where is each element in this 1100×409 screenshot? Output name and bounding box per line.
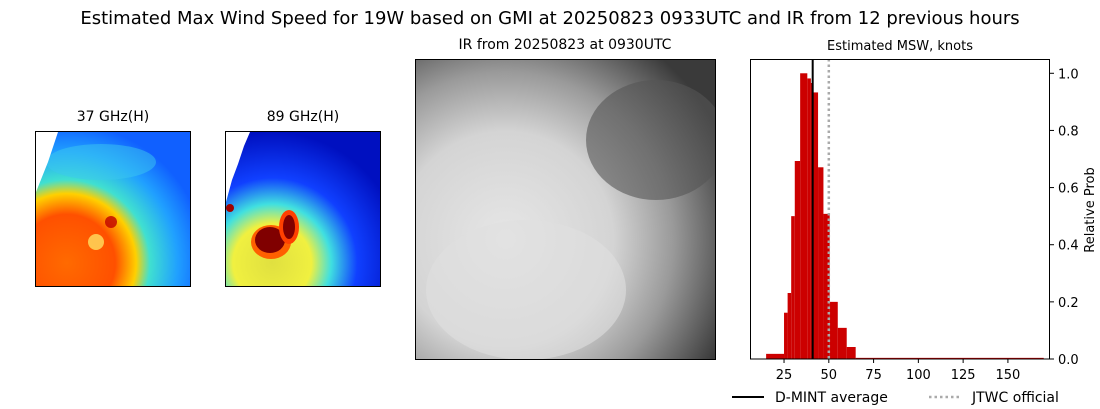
y-tick-label: 0.8: [1058, 124, 1079, 139]
x-tick-label: 150: [995, 368, 1020, 383]
figure-title: Estimated Max Wind Speed for 19W based o…: [80, 8, 1020, 29]
mw89-image: [225, 131, 381, 287]
histogram-bar: [812, 92, 819, 359]
y-tick-label: 1.0: [1058, 67, 1079, 82]
legend-jtwc-label: JTWC official: [971, 390, 1059, 406]
y-tick-label: 0.2: [1058, 296, 1079, 311]
mw89-title: 89 GHz(H): [266, 109, 340, 125]
mw37-image: [35, 131, 191, 287]
x-tick-label: 50: [821, 368, 838, 383]
histogram-bar: [784, 312, 788, 359]
histogram-bar: [855, 357, 1044, 359]
ir-image: [415, 59, 716, 360]
chart-title: Estimated MSW, knots: [827, 39, 973, 54]
y-axis-label: Relative Prob: [1083, 167, 1098, 252]
ir-title: IR from 20250823 at 0930UTC: [458, 37, 672, 53]
x-tick-label: 75: [865, 368, 882, 383]
histogram-bar: [837, 327, 847, 359]
histogram-bar: [791, 216, 795, 359]
histogram-bar: [794, 161, 801, 359]
x-tick-label: 125: [951, 368, 976, 383]
y-tick-label: 0.0: [1058, 353, 1079, 368]
x-tick-label: 25: [776, 368, 793, 383]
y-tick-label: 0.6: [1058, 182, 1079, 197]
legend: D-MINT average JTWC official: [732, 390, 1059, 406]
histogram-bar: [766, 353, 785, 359]
plot-frame: [750, 59, 1050, 360]
histogram-bar: [823, 213, 830, 359]
histogram-bar: [800, 73, 808, 360]
histogram-bar: [818, 167, 824, 359]
mw37-title: 37 GHz(H): [76, 109, 150, 125]
x-tick-label: 100: [906, 368, 931, 383]
histogram-bar: [846, 347, 856, 359]
histogram-bar: [787, 293, 792, 359]
y-tick-label: 0.4: [1058, 239, 1079, 254]
histogram-bar: [829, 301, 838, 359]
histogram-bar: [807, 78, 811, 359]
legend-dmint-label: D-MINT average: [775, 390, 888, 406]
